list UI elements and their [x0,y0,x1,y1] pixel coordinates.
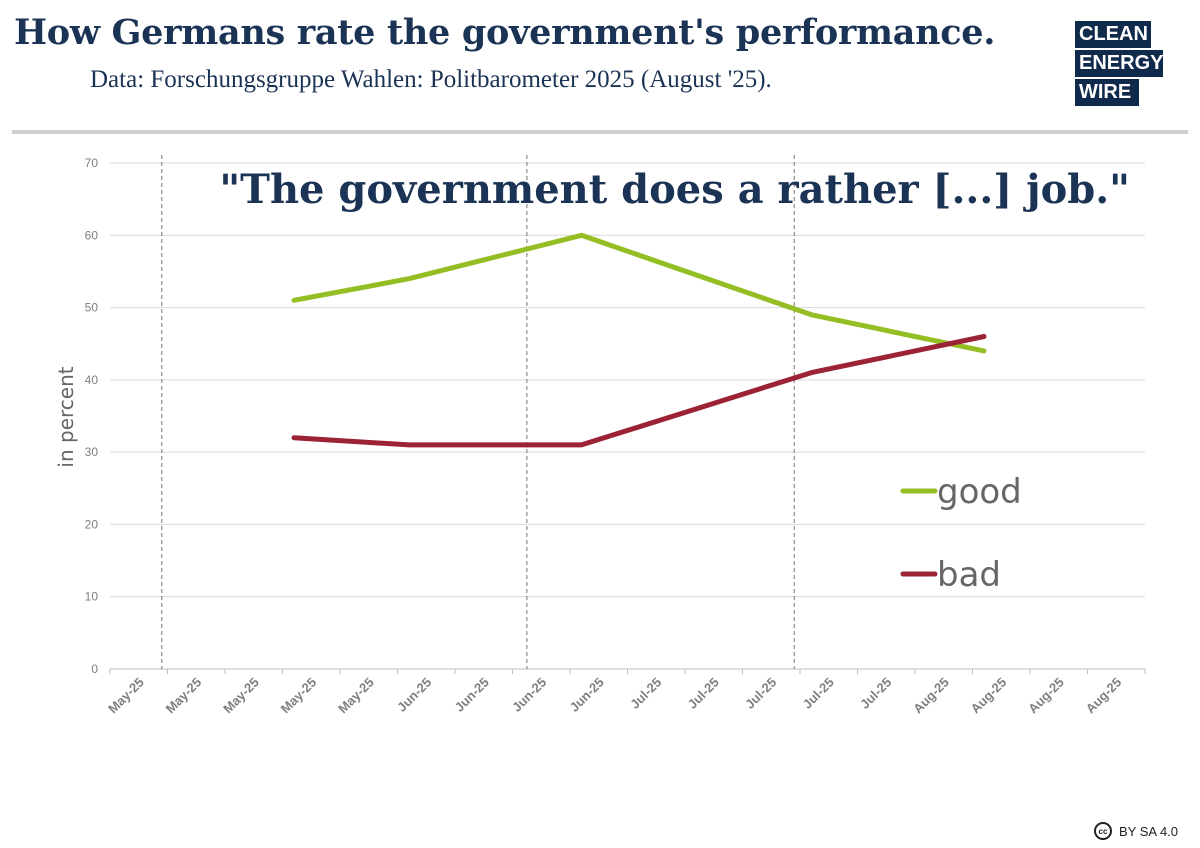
x-tick-label: Jul-25 [857,675,894,712]
x-tick-label: Jul-25 [627,675,664,712]
y-tick-label: 10 [85,590,99,604]
chart-title: "The government does a rather [...] job.… [219,166,1130,213]
header: How Germans rate the government's perfor… [0,0,1200,136]
license: cc BY SA 4.0 [1094,822,1178,840]
logo-text-clean: CLEAN [1079,23,1148,45]
x-tick-label: Jun-25 [567,675,607,715]
x-tick-label: Aug-25 [1025,675,1067,717]
y-tick-label: 60 [85,228,99,242]
legend: good bad [900,472,1022,595]
grid-layer [110,162,1145,670]
x-tick-label: May-25 [278,675,320,717]
logo-row-wire: WIRE [1075,79,1139,106]
logo-row-clean: CLEAN [1075,21,1151,48]
creative-commons-icon: cc [1094,822,1112,840]
y-tick-label: 20 [85,517,99,531]
x-tick-label: May-25 [335,675,377,717]
y-tick-label: 40 [85,373,99,387]
x-tick-label: Jul-25 [800,675,837,712]
page-title: How Germans rate the government's perfor… [14,12,996,53]
x-tick-label: May-25 [163,675,205,717]
page-subtitle: Data: Forschungsgruppe Wahlen: Politbaro… [90,66,772,93]
logo-row-energy: ENERGY [1075,50,1163,77]
y-axis-label: in percent [54,366,78,467]
logo-text-energy: ENERGY [1079,52,1164,74]
series-line-bad [291,334,987,448]
y-tick-label: 0 [91,662,98,676]
x-tick-label: Jun-25 [394,675,434,715]
license-text: BY SA 4.0 [1119,823,1179,839]
series-lines [291,232,987,448]
x-tick-label: Aug-25 [910,675,952,717]
clean-energy-wire-logo: CLEAN ENERGY WIRE [1075,21,1165,108]
x-tick-label: Jul-25 [742,675,779,712]
x-tick-label: Jul-25 [685,675,722,712]
x-tick-labels: May-25 May-25 May-25 May-25 May-25 Jun-25 Jun-… [105,669,1146,717]
y-tick-label: 70 [85,156,99,170]
y-tick-labels: 0 10 20 30 40 50 60 70 [85,156,99,676]
header-divider [12,130,1188,134]
x-tick-label: May-25 [220,675,262,717]
x-tick-label: Jun-25 [452,675,492,715]
y-tick-label: 30 [85,445,99,459]
legend-label-bad: bad [937,555,1001,595]
reference-lines [161,155,795,669]
x-tick-label: May-25 [105,675,147,717]
x-tick-label: Aug-25 [1083,675,1125,717]
series-line-good [291,232,987,354]
y-tick-label: 50 [85,301,99,315]
legend-label-good: good [937,472,1022,512]
x-tick-label: Aug-25 [968,675,1010,717]
logo-text-wire: WIRE [1079,81,1132,103]
x-tick-label: Jun-25 [509,675,549,715]
